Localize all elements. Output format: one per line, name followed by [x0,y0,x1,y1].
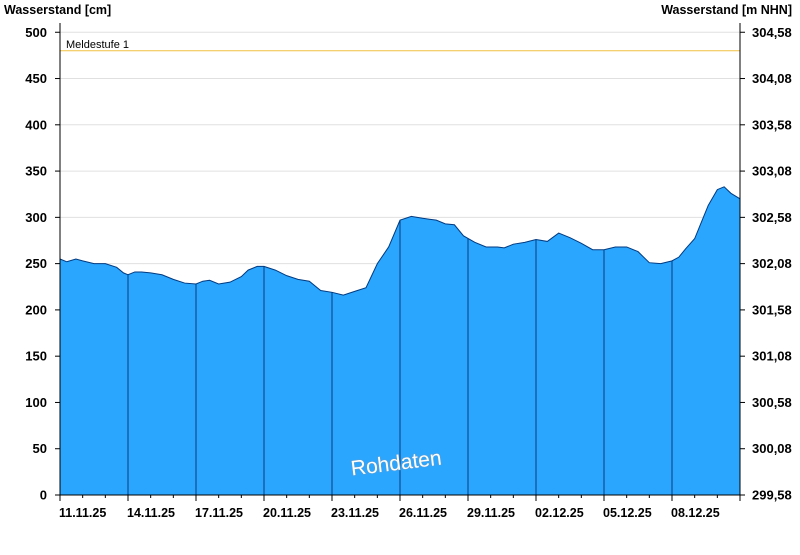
y-right-tick-label: 301,58 [752,302,792,317]
y-right-tick-label: 303,08 [752,164,792,179]
x-tick-label: 29.11.25 [467,506,515,520]
y-left-tick-label: 250 [25,256,47,271]
y-left-tick-label: 0 [40,488,47,503]
y-right-tick-label: 304,08 [752,71,792,86]
y-right-tick-label: 300,58 [752,395,792,410]
y-left-tick-label: 300 [25,210,47,225]
y-left-tick-label: 100 [25,395,47,410]
y-right-tick-label: 303,58 [752,117,792,132]
threshold-label: Meldestufe 1 [66,39,129,51]
y-right-axis-title: Wasserstand [m NHN] [661,3,792,17]
x-tick-label: 23.11.25 [331,506,379,520]
y-left-tick-label: 150 [25,349,47,364]
threshold-layer: Meldestufe 1 [60,39,740,52]
axis-layer: 0 50 100 150 200 250 300 350 400 450 500 299,58 300,… [25,23,792,520]
x-tick-label: 17.11.25 [195,506,243,520]
y-left-tick-label: 50 [33,441,47,456]
x-tick-label: 05.12.25 [603,506,652,520]
y-right-tick-label: 301,08 [752,349,792,364]
x-tick-label: 26.11.25 [399,506,447,520]
x-tick-label: 02.12.25 [535,506,584,520]
x-tick-label: 08.12.25 [671,506,720,520]
x-tick-label: 20.11.25 [263,506,311,520]
y-left-axis-title: Wasserstand [cm] [4,3,111,17]
y-left-tick-label: 450 [25,71,47,86]
y-right-tick-label: 302,08 [752,256,792,271]
dayline-layer [127,220,673,495]
x-tick-label: 14.11.25 [127,506,175,520]
x-tick-label: 11.11.25 [59,506,106,520]
y-right-tick-label: 304,58 [752,25,792,40]
water-level-line [59,186,741,296]
y-right-tick-label: 299,58 [752,488,792,503]
y-left-tick-label: 350 [25,164,47,179]
y-right-tick-label: 302,58 [752,210,792,225]
y-left-tick-label: 200 [25,302,47,317]
y-right-tick-label: 300,08 [752,441,792,456]
y-left-tick-label: 500 [25,25,47,40]
y-left-tick-label: 400 [25,117,47,132]
